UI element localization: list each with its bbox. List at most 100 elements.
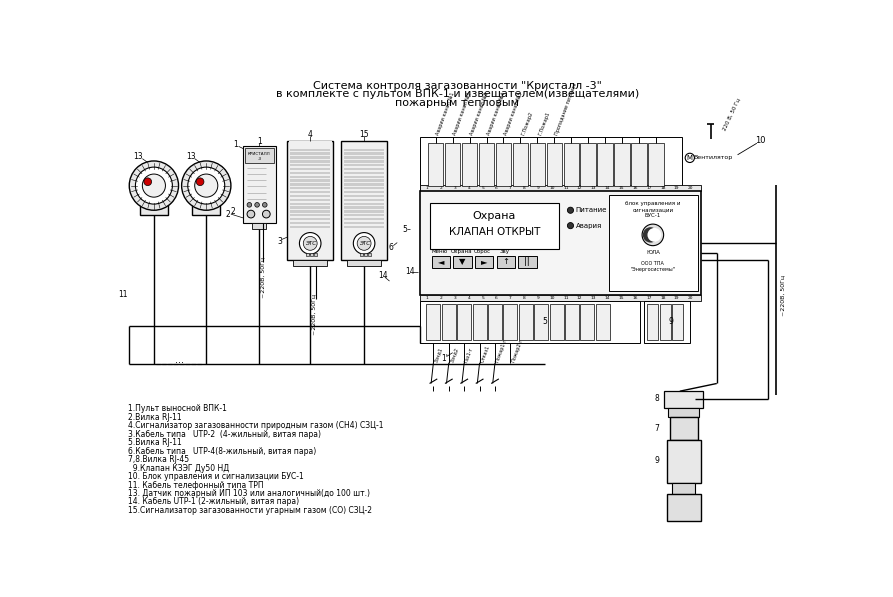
Text: 18: 18 (660, 186, 665, 190)
Text: 11: 11 (563, 296, 569, 300)
Bar (290, 191, 330, 193)
Text: Г.Пожар1: Г.Пожар1 (538, 110, 551, 136)
Text: 1: 1 (426, 296, 429, 300)
Text: Аварии канал №5: Аварии канал №5 (504, 91, 523, 136)
Text: 6: 6 (388, 243, 394, 252)
Bar (344, 191, 384, 193)
Text: 14: 14 (405, 267, 415, 276)
Bar (442, 304, 455, 340)
Bar (290, 214, 330, 216)
Bar (614, 143, 630, 186)
Circle shape (196, 178, 204, 186)
Text: ЭТС: ЭТС (305, 241, 316, 246)
Text: 11: 11 (563, 186, 569, 190)
Text: 13. Датчик пожарный ИП 103 или аналогичный(до 100 шт.): 13. Датчик пожарный ИП 103 или аналогичн… (128, 489, 370, 498)
Bar (428, 143, 444, 186)
Bar (344, 226, 384, 228)
Text: Зву: Зву (499, 248, 509, 254)
Circle shape (247, 210, 255, 218)
Text: 2: 2 (225, 210, 230, 219)
Text: в комплекте с пультом ВПК-1 и извещателем(извещателями): в комплекте с пультом ВПК-1 и извещателе… (276, 90, 638, 99)
Text: 10: 10 (549, 296, 555, 300)
Bar (314, 253, 317, 256)
Bar (667, 441, 701, 483)
Bar (290, 199, 330, 201)
Bar (430, 202, 559, 249)
Text: 9: 9 (655, 456, 659, 465)
Text: Аварии канал №4: Аварии канал №4 (487, 91, 507, 136)
Text: Пропадание питания: Пропадание питания (555, 82, 578, 136)
Bar (344, 168, 384, 170)
Bar (534, 304, 548, 340)
Bar (290, 168, 330, 170)
Text: Отказ1: Отказ1 (480, 344, 490, 364)
Circle shape (642, 224, 663, 245)
Text: 18: 18 (660, 296, 665, 300)
Text: 15: 15 (619, 296, 624, 300)
Text: 9.Клапан КЗЭГ Ду50 НД: 9.Клапан КЗЭГ Ду50 НД (128, 463, 229, 473)
Circle shape (304, 236, 317, 250)
Bar (668, 408, 699, 417)
Text: 16: 16 (632, 296, 638, 300)
Circle shape (255, 202, 259, 207)
Text: 4: 4 (308, 130, 313, 139)
Bar (290, 218, 330, 220)
Text: 2: 2 (439, 296, 443, 300)
Text: 9: 9 (668, 318, 673, 327)
Bar (243, 146, 276, 223)
Bar (253, 223, 266, 229)
Bar (341, 141, 388, 260)
Text: 11. Кабель телефонный типа ТРП: 11. Кабель телефонный типа ТРП (128, 481, 263, 490)
Bar (597, 143, 613, 186)
Text: 4: 4 (467, 186, 471, 190)
Circle shape (144, 178, 152, 186)
Text: 7: 7 (509, 296, 512, 300)
Bar (504, 304, 517, 340)
Text: КРИСТАЛЛ
-3: КРИСТАЛЛ -3 (248, 152, 271, 161)
Bar (432, 256, 450, 268)
Bar (462, 143, 477, 186)
Bar (664, 391, 703, 408)
Text: ООО ТПА
"Энергосистемы": ООО ТПА "Энергосистемы" (630, 261, 675, 272)
Bar (421, 137, 682, 192)
Text: 19: 19 (674, 296, 680, 300)
Text: 13: 13 (186, 152, 196, 161)
Text: 10. Блок управления и сигнализации БУС-1: 10. Блок управления и сигнализации БУС-1 (128, 472, 304, 481)
Bar (344, 160, 384, 162)
Bar (368, 253, 371, 256)
Bar (344, 202, 384, 205)
Text: Аварии канал №2: Аварии канал №2 (453, 91, 473, 136)
Bar (360, 253, 363, 256)
Bar (648, 143, 663, 186)
Circle shape (354, 233, 375, 254)
Text: Авария: Авария (576, 223, 602, 229)
Text: 13: 13 (591, 296, 597, 300)
Text: Охрана: Охрана (472, 211, 516, 221)
Text: 8: 8 (523, 186, 526, 190)
Bar (547, 143, 562, 186)
Bar (421, 295, 701, 301)
Bar (290, 202, 330, 205)
Bar (293, 260, 327, 266)
Bar (344, 214, 384, 216)
Bar (344, 149, 384, 151)
Text: ЮЛА: ЮЛА (646, 250, 660, 255)
Text: 4: 4 (467, 296, 471, 300)
Bar (421, 185, 701, 191)
Text: Газ1-г: Газ1-г (464, 347, 474, 364)
Text: 5: 5 (481, 296, 484, 300)
Bar (609, 195, 697, 291)
Text: Вентилятор: Вентилятор (694, 155, 733, 161)
Bar (454, 256, 472, 268)
Text: Система контроля загазованности "Кристалл -3": Система контроля загазованности "Кристал… (313, 81, 602, 91)
Text: 9: 9 (537, 296, 539, 300)
Text: 20: 20 (688, 296, 693, 300)
Text: 16: 16 (632, 186, 638, 190)
Text: 8: 8 (523, 296, 526, 300)
Bar (530, 143, 545, 186)
Text: 6: 6 (496, 296, 498, 300)
Text: 7,8.Вилка RJ-45: 7,8.Вилка RJ-45 (128, 455, 188, 464)
Bar (344, 222, 384, 224)
Text: 1.Пульт выносной ВПК-1: 1.Пульт выносной ВПК-1 (128, 404, 227, 413)
Circle shape (647, 228, 662, 242)
